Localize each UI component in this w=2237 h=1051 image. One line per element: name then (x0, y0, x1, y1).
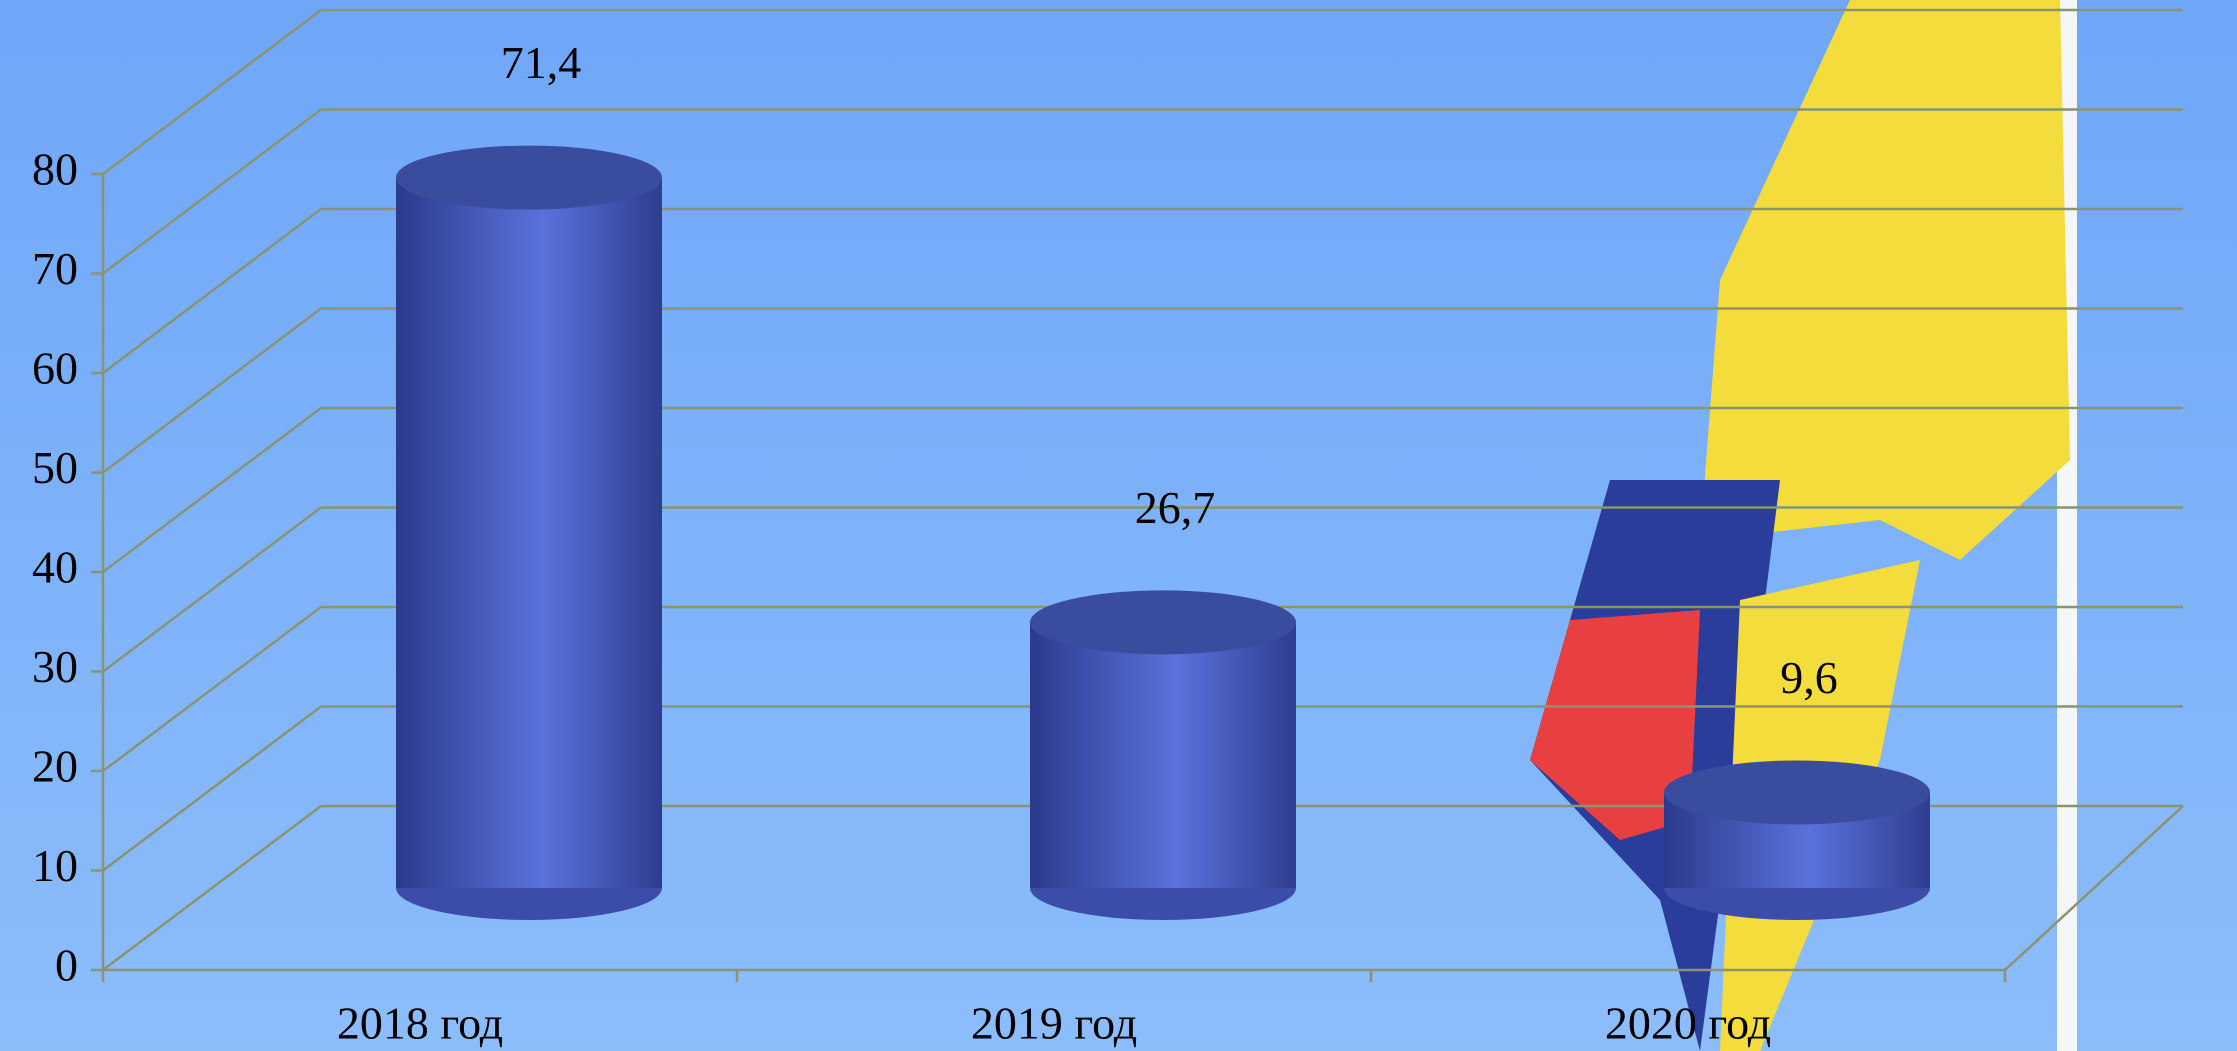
grid-line-side (102, 506, 322, 673)
bar (396, 177, 662, 888)
grid-line-side (102, 108, 322, 275)
bar-top (1664, 760, 1930, 825)
value-label: 26,7 (1135, 482, 1216, 533)
grid-line-side (102, 9, 322, 175)
y-tick-label: 30 (32, 641, 78, 692)
y-tick-label: 10 (32, 840, 78, 891)
grid-line-side (102, 705, 322, 872)
y-tick-label: 0 (55, 940, 78, 991)
value-label: 9,6 (1780, 652, 1838, 703)
plot-area: 0 10 20 30 40 50 60 70 80 71,4 2018 год 26,7 2019 го… (32, 8, 2184, 1049)
x-tick-label: 2019 год (971, 998, 1137, 1049)
bar (1030, 622, 1296, 888)
floor-edge (2004, 805, 2184, 971)
grid-line-side (102, 606, 322, 772)
y-tick-label: 70 (32, 243, 78, 294)
value-label: 71,4 (501, 37, 582, 88)
grid-line-side (102, 407, 322, 573)
y-tick-label: 20 (32, 741, 78, 792)
background-flag (1530, 0, 2077, 1051)
x-tick-label: 2018 год (337, 998, 503, 1049)
grid-line-side (102, 307, 322, 474)
grid-line-side (102, 805, 322, 971)
bar-top (1030, 590, 1296, 655)
y-tick-label: 60 (32, 343, 78, 394)
y-tick-label: 40 (32, 542, 78, 593)
y-tick-label: 50 (32, 442, 78, 493)
grid-line-side (102, 208, 322, 374)
y-tick-label: 80 (32, 144, 78, 195)
x-tick-label: 2020 год (1605, 998, 1771, 1049)
bar-top (396, 145, 662, 210)
